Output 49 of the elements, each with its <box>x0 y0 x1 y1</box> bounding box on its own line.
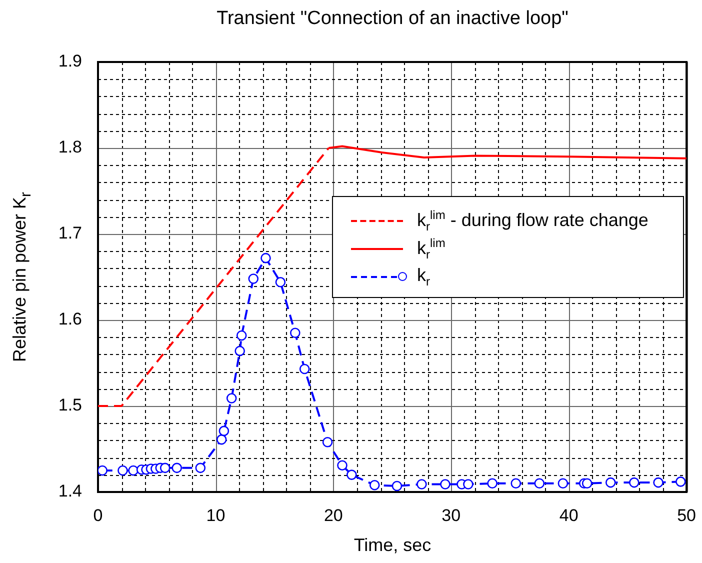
point <box>236 330 247 341</box>
x-tick-label: 0 <box>93 506 103 525</box>
point <box>322 436 333 448</box>
legend-label: k$_{r}$ <box>417 265 430 289</box>
point <box>234 346 245 356</box>
point <box>218 426 230 436</box>
point <box>440 479 450 490</box>
y-tick-label: 1.4 <box>58 482 82 501</box>
point <box>392 480 402 492</box>
point <box>195 462 206 474</box>
y-tick-label: 1.9 <box>58 52 82 71</box>
point <box>98 465 108 476</box>
point <box>216 434 227 445</box>
point <box>248 274 259 284</box>
legend-label: k$_{r}$$^{lim}$ - during flow rate change <box>417 208 648 234</box>
point <box>558 478 568 489</box>
point <box>172 462 182 474</box>
point <box>510 478 522 489</box>
point <box>337 460 348 470</box>
point <box>290 328 300 338</box>
point <box>416 479 427 490</box>
point <box>605 477 616 488</box>
y-tick-label: 1.6 <box>58 310 82 329</box>
point <box>346 470 357 480</box>
point <box>369 480 380 490</box>
y-tick-label: 1.5 <box>58 396 82 415</box>
point <box>463 479 474 490</box>
point <box>260 252 271 264</box>
point <box>582 478 592 489</box>
point <box>676 476 686 487</box>
y-tick-label: 1.8 <box>58 138 82 157</box>
point <box>299 364 310 374</box>
point <box>487 478 498 489</box>
x-axis-title: Time, sec <box>352 535 432 556</box>
point <box>128 465 138 476</box>
point <box>534 478 545 489</box>
x-tick-label: 10 <box>206 506 226 525</box>
x-tick-label: 50 <box>677 506 696 525</box>
x-tick-label: 40 <box>559 506 578 525</box>
point <box>275 277 286 288</box>
point <box>226 393 237 404</box>
point <box>629 477 640 488</box>
x-tick-label: 30 <box>442 506 461 525</box>
point <box>118 465 128 476</box>
chart-title: Transient "Connection of an inactive loop" <box>216 8 570 30</box>
x-tick-label: 20 <box>324 506 343 525</box>
y-tick-label: 1.7 <box>58 224 82 243</box>
point <box>653 477 664 488</box>
point <box>160 462 170 474</box>
